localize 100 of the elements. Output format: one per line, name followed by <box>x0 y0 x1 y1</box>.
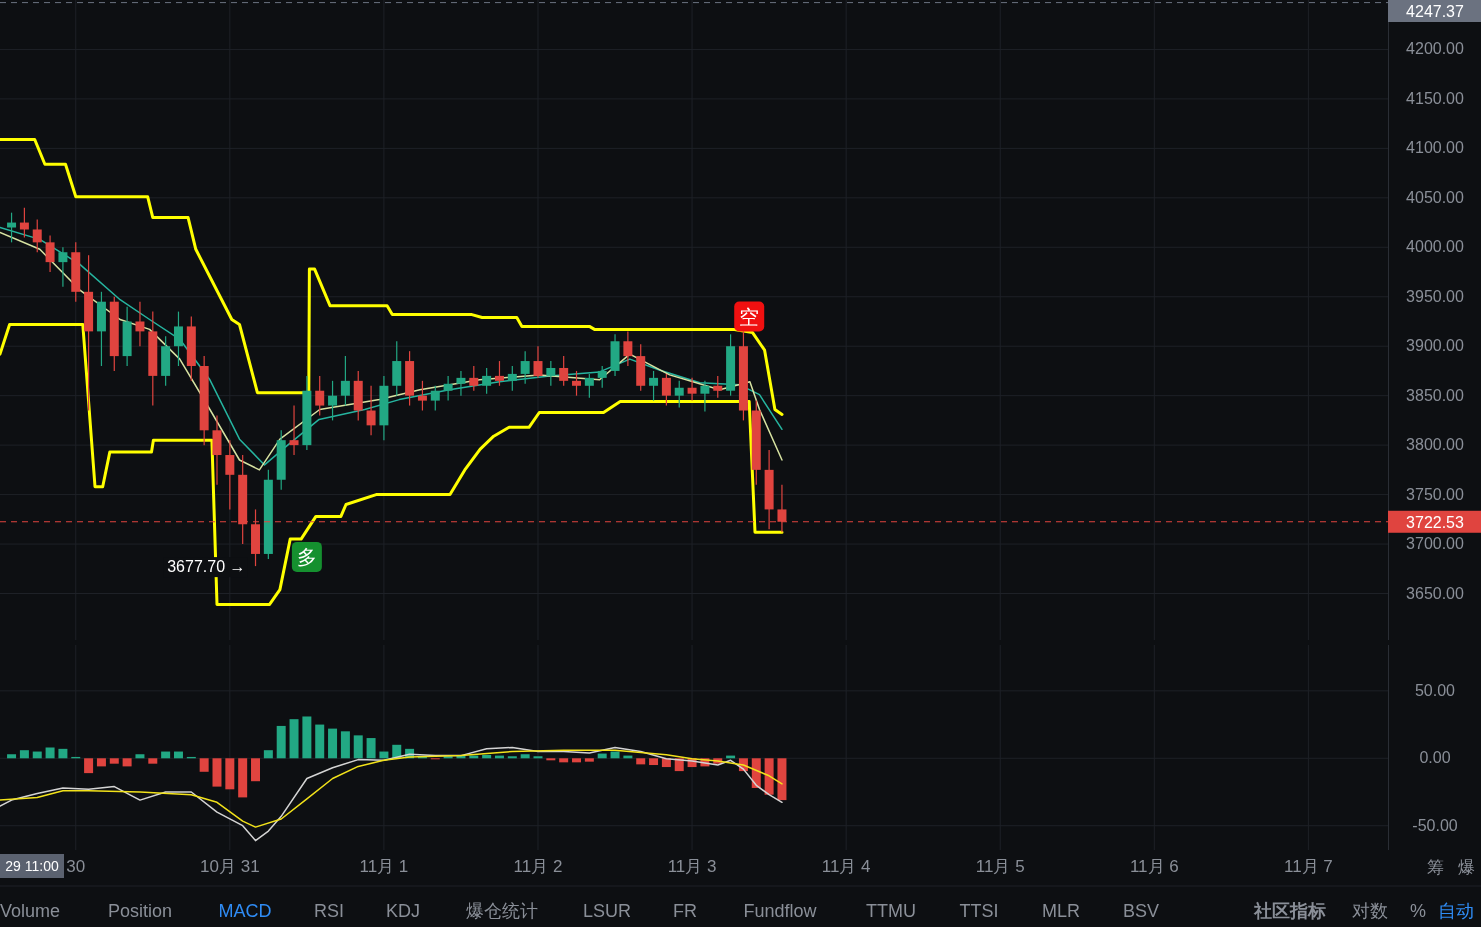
y-tick-label: 3650.00 <box>1406 584 1465 602</box>
bar <box>263 750 273 759</box>
bar <box>19 750 29 759</box>
text: FR <box>673 901 697 921</box>
y-tick-label: 4000.00 <box>1406 238 1465 256</box>
candlestick <box>494 360 504 387</box>
candlestick <box>482 367 492 395</box>
x-tick-label: 11月 6 <box>1129 857 1179 876</box>
x-tick-label: 11月 5 <box>975 857 1025 876</box>
text: 29 11:00 <box>5 858 59 874</box>
candlestick <box>700 380 710 413</box>
text: % <box>1409 901 1427 921</box>
candlestick <box>533 345 543 379</box>
candlestick <box>584 373 594 399</box>
y-tick-label: 4050.00 <box>1406 188 1465 206</box>
y-tick-label: 3850.00 <box>1406 386 1465 404</box>
bar <box>7 754 17 759</box>
bar <box>84 758 94 774</box>
candlestick <box>687 377 697 402</box>
candlestick <box>173 310 183 367</box>
bar <box>45 747 55 759</box>
x-tick-label: 10月 31 <box>200 857 260 876</box>
text: TTMU <box>866 901 916 921</box>
y-tick-label: 3750.00 <box>1406 485 1465 503</box>
candlestick <box>674 380 684 409</box>
bar <box>507 756 517 759</box>
candlestick <box>456 370 466 397</box>
bar <box>109 758 119 764</box>
candlestick <box>7 212 17 243</box>
y-tick-label: 3700.00 <box>1406 535 1465 553</box>
x-tick-label: 30 <box>66 857 86 876</box>
y-tick-label: 4200.00 <box>1406 40 1465 58</box>
bar <box>764 758 774 795</box>
candlestick <box>713 375 723 399</box>
bar <box>238 758 248 798</box>
text: 自动 <box>1438 901 1474 921</box>
text: LSUR <box>582 901 632 921</box>
text: 爆 <box>1457 858 1475 877</box>
y-tick-label: -50.00 <box>1412 816 1458 834</box>
candlestick <box>520 350 530 385</box>
bar <box>777 758 787 801</box>
ref-line-label: 4247.37 <box>1406 3 1465 20</box>
text: 筹 <box>1426 858 1444 877</box>
text: KDJ <box>385 901 421 921</box>
candlestick <box>135 301 145 347</box>
bar <box>572 758 582 763</box>
candlestick <box>559 355 569 387</box>
bar <box>148 758 158 764</box>
candlestick <box>417 380 427 412</box>
text: 社区指标 <box>1253 901 1326 921</box>
bar <box>636 758 646 765</box>
bar <box>546 758 556 761</box>
candlestick <box>225 439 235 511</box>
candlestick <box>649 370 659 402</box>
text: 对数 <box>1352 901 1388 921</box>
text: MACD <box>218 901 272 921</box>
bar <box>353 735 363 759</box>
y-tick-label: 4150.00 <box>1406 89 1465 107</box>
bar <box>520 754 530 759</box>
bar <box>58 748 68 759</box>
y-tick-label: 50.00 <box>1414 681 1456 699</box>
bar <box>199 758 209 772</box>
y-tick-label: 3950.00 <box>1406 287 1465 305</box>
bar <box>328 728 338 759</box>
candlestick <box>623 330 633 367</box>
candlestick <box>661 373 671 407</box>
y-tick-label: 4100.00 <box>1406 139 1465 157</box>
text: RSI <box>313 901 345 921</box>
candlestick <box>58 246 68 288</box>
bar <box>289 719 299 759</box>
y-tick-label: 3800.00 <box>1406 436 1465 454</box>
candlestick <box>546 360 556 387</box>
annotation: 3677.70 → <box>167 558 246 576</box>
text: Position <box>107 901 173 921</box>
candlestick <box>366 385 376 436</box>
bar <box>135 754 145 759</box>
bar <box>212 758 222 787</box>
bar <box>225 758 235 790</box>
bar <box>340 731 350 759</box>
candlestick <box>469 365 479 392</box>
bar <box>302 716 312 759</box>
x-tick-label: 11月 3 <box>667 857 717 876</box>
text: 爆仓统计 <box>466 901 538 921</box>
bar <box>366 738 376 759</box>
bar <box>559 758 569 763</box>
text: MLR <box>1041 901 1081 921</box>
candlestick <box>572 370 582 397</box>
bar <box>276 725 286 759</box>
bar <box>122 758 132 767</box>
ref-line-label: 3722.53 <box>1406 513 1465 531</box>
candlestick <box>430 385 440 412</box>
y-tick-label: 3900.00 <box>1406 337 1465 355</box>
bar <box>482 754 492 759</box>
x-tick-label: 11月 7 <box>1283 857 1333 876</box>
x-tick-label: 11月 2 <box>513 857 563 876</box>
annotation: 空 <box>739 305 760 328</box>
bar <box>96 758 106 767</box>
x-tick-label: 11月 1 <box>359 857 409 876</box>
text: BSV <box>1122 901 1160 921</box>
bar <box>251 758 261 782</box>
